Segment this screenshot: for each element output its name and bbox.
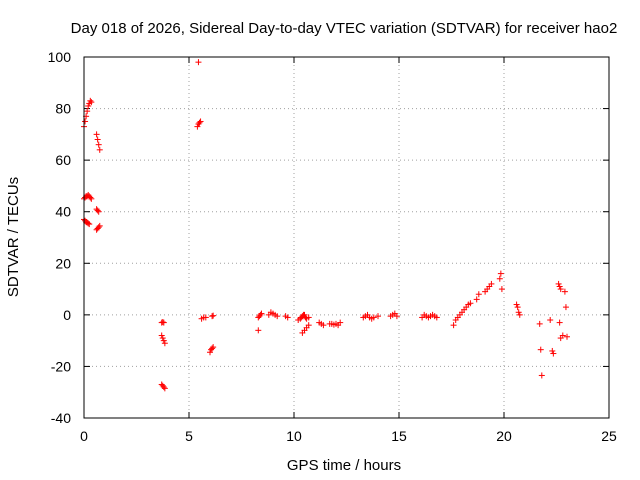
data-point xyxy=(207,349,213,356)
data-point xyxy=(96,146,103,153)
data-point xyxy=(305,314,312,321)
data-point xyxy=(320,322,327,329)
data-point xyxy=(159,335,166,342)
data-point xyxy=(555,280,562,287)
data-points xyxy=(81,59,570,392)
data-point xyxy=(195,59,202,66)
data-point xyxy=(159,319,166,326)
data-point xyxy=(536,320,543,327)
data-point xyxy=(550,350,557,357)
y-tick-label: 60 xyxy=(55,152,71,168)
data-point xyxy=(274,313,281,320)
data-point xyxy=(96,222,103,229)
data-point xyxy=(375,313,381,320)
data-point xyxy=(514,304,521,311)
data-point xyxy=(370,314,377,321)
data-point xyxy=(549,347,556,354)
data-point xyxy=(82,118,89,125)
data-point xyxy=(160,337,167,344)
data-point xyxy=(562,304,569,311)
data-point xyxy=(488,280,495,287)
data-point xyxy=(538,372,545,379)
data-point xyxy=(158,332,165,339)
data-point xyxy=(88,195,95,202)
data-point xyxy=(95,208,102,215)
data-point xyxy=(95,141,102,148)
x-tick-label: 20 xyxy=(496,428,512,444)
data-point xyxy=(197,118,204,125)
data-point xyxy=(94,207,101,214)
tick-layer: 0 5 10 15 20 25 -40 -20 0 20 40 60 80 100 xyxy=(48,49,617,444)
data-point xyxy=(161,340,168,347)
data-point xyxy=(84,108,91,115)
data-point xyxy=(433,314,440,321)
data-point xyxy=(497,270,504,277)
y-tick-label: -40 xyxy=(51,410,71,426)
y-tick-label: 40 xyxy=(55,204,71,220)
data-point xyxy=(160,319,167,326)
data-point xyxy=(284,314,291,321)
data-point xyxy=(257,311,264,318)
data-point xyxy=(86,221,93,228)
y-tick-label: 0 xyxy=(63,307,71,323)
data-point xyxy=(556,319,563,326)
y-tick-label: 80 xyxy=(55,101,71,117)
y-axis-label: SDTVAR / TECUs xyxy=(5,177,22,297)
data-point xyxy=(258,310,265,317)
data-point xyxy=(473,296,480,303)
data-point xyxy=(513,301,520,308)
data-point xyxy=(393,313,400,320)
data-point xyxy=(255,327,262,334)
data-point xyxy=(305,322,312,329)
data-point xyxy=(547,317,554,324)
data-point xyxy=(537,346,544,353)
data-point xyxy=(88,99,95,106)
data-point xyxy=(196,119,203,126)
x-tick-label: 5 xyxy=(185,428,193,444)
y-tick-label: 20 xyxy=(55,255,71,271)
data-point xyxy=(210,312,217,319)
data-point xyxy=(161,385,168,392)
data-point xyxy=(515,309,522,316)
data-point xyxy=(93,131,100,138)
data-point xyxy=(561,288,568,295)
data-point xyxy=(559,332,566,339)
data-point xyxy=(94,136,101,143)
chart-title: Day 018 of 2026, Sidereal Day-to-day VTE… xyxy=(71,20,618,37)
data-point xyxy=(202,314,209,321)
x-tick-label: 25 xyxy=(601,428,617,444)
data-point xyxy=(337,319,344,326)
data-point xyxy=(516,311,523,318)
data-point xyxy=(557,286,564,293)
data-point xyxy=(496,275,503,282)
data-point xyxy=(450,322,457,329)
data-point xyxy=(556,283,563,290)
data-point xyxy=(209,313,216,320)
plot-frame xyxy=(83,56,610,419)
data-point xyxy=(210,344,217,351)
data-point xyxy=(209,345,216,352)
x-axis-label: GPS time / hours xyxy=(287,457,401,474)
data-point xyxy=(301,311,308,318)
data-point xyxy=(85,220,92,227)
data-point xyxy=(85,102,92,109)
data-point xyxy=(95,224,102,231)
data-point xyxy=(160,384,167,391)
y-tick-label: 100 xyxy=(48,49,72,65)
data-point xyxy=(194,123,201,130)
x-tick-label: 0 xyxy=(80,428,88,444)
data-point xyxy=(87,194,94,201)
data-point xyxy=(564,333,570,340)
x-tick-label: 15 xyxy=(391,428,407,444)
y-tick-label: -20 xyxy=(51,358,71,374)
data-point xyxy=(498,286,505,293)
x-tick-label: 10 xyxy=(286,428,302,444)
data-point xyxy=(467,300,474,307)
data-point xyxy=(475,291,482,298)
data-point xyxy=(87,97,94,104)
grid-layer xyxy=(84,57,609,418)
